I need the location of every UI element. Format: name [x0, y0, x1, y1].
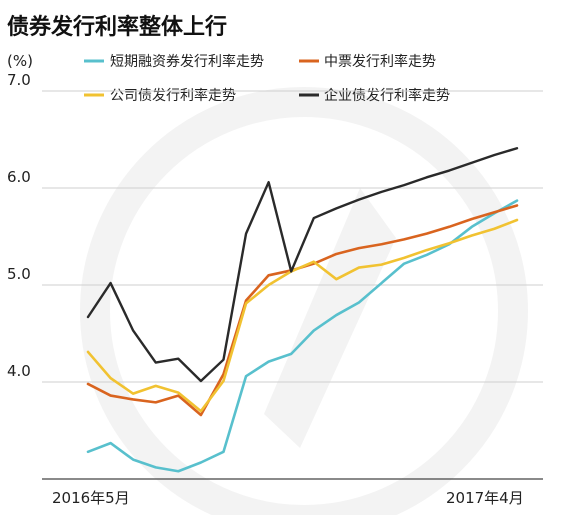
unit-label: (%) — [7, 52, 33, 70]
x-label-start: 2016年5月 — [52, 489, 130, 507]
y-axis-ticks: 7.0 6.0 5.0 4.0 — [7, 71, 31, 380]
legend-item-corporate: 公司债发行利率走势 — [84, 87, 236, 104]
legend-item-medium-term: 中票发行利率走势 — [299, 53, 436, 70]
legend-label-medium-term: 中票发行利率走势 — [324, 53, 436, 70]
legend-label-corporate: 公司债发行利率走势 — [110, 87, 236, 104]
series-line-2 — [86, 218, 519, 413]
y-tick-label-0: 7.0 — [7, 71, 31, 89]
y-tick-label-1: 6.0 — [7, 168, 31, 186]
chart-title: 债券发行利率整体上行 — [7, 14, 227, 40]
y-tick-label-2: 5.0 — [7, 265, 31, 283]
grid — [42, 90, 543, 383]
series-group — [86, 147, 519, 473]
legend: 短期融资券发行利率走势 中票发行利率走势 公司债发行利率走势 企业债发行利率走势 — [84, 53, 450, 104]
background-decor — [80, 87, 528, 515]
legend-item-short-term: 短期融资券发行利率走势 — [84, 53, 264, 70]
x-label-end: 2017年4月 — [446, 489, 524, 507]
y-tick-label-3: 4.0 — [7, 362, 31, 380]
series-line-0 — [86, 199, 519, 473]
series-line-3 — [86, 147, 519, 383]
legend-label-short-term: 短期融资券发行利率走势 — [110, 53, 264, 70]
legend-label-enterprise: 企业债发行利率走势 — [324, 87, 450, 104]
